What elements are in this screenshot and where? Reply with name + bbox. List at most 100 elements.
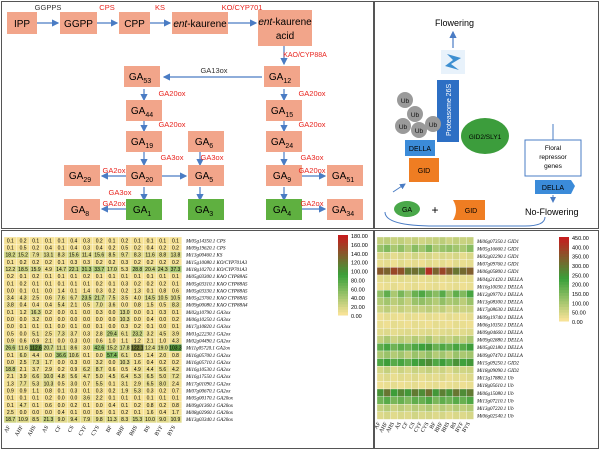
cell-r13-c0	[376, 335, 385, 344]
cell-r11-c12	[459, 320, 467, 329]
cell-r15-c3	[397, 350, 405, 359]
cell-r8-c7	[425, 297, 433, 306]
cell-value-r19-c5: 5.6	[70, 374, 77, 380]
cell-r3-c9	[438, 259, 447, 268]
legend-swatch-0	[338, 235, 348, 239]
cell-r16-c9	[438, 358, 447, 367]
cell-value-r9-c2: 0.4	[32, 303, 39, 309]
cell-r15-c12	[459, 350, 467, 359]
cell-value-r4-c9: 5.3	[121, 267, 128, 273]
cell-value-r5-c8: 0.1	[108, 274, 115, 280]
cell-r15-c11	[452, 350, 460, 359]
cell-value-r9-c1: 0.4	[20, 303, 27, 309]
cell-r7-c10	[445, 290, 454, 298]
cell-value-r8-c13: 10.5	[171, 296, 181, 302]
cell-value-r1-c7: 0.4	[96, 246, 103, 252]
cell-value-r25-c8: 11.3	[107, 417, 117, 423]
cell-r20-c10	[445, 388, 454, 397]
pathway-diagram: IPP GGPP CPP ent-kaurene ent-kaurene aci…	[7, 3, 363, 220]
cell-r7-c3	[397, 290, 405, 298]
cell-r13-c6	[418, 335, 426, 344]
cell-r16-c1	[383, 358, 391, 367]
cell-value-r1-c12: 0.2	[159, 246, 166, 252]
node-ga-24: GA24	[266, 131, 302, 152]
row-label-1: Mi09g19620.1 CPS	[185, 247, 226, 252]
cell-value-r11-c9: 10.3	[120, 317, 130, 323]
node-ga-29: GA29	[64, 165, 100, 186]
col-label-BHS: BHS	[129, 425, 140, 437]
legend-swatch-16	[338, 277, 348, 281]
cell-value-r24-c7: 0.5	[96, 410, 103, 416]
cell-r22-c2	[390, 404, 398, 412]
cell-value-r23-c7: 0.0	[96, 403, 103, 409]
col-label-CYS: CYS	[420, 421, 431, 433]
cell-r9-c1	[383, 305, 391, 314]
cell-r4-c0	[376, 267, 385, 276]
cell-value-r12-c13: 0.1	[172, 324, 179, 330]
row-label-3: Mi15g10080.1 KO/CYP701A3	[185, 261, 248, 266]
cell-value-r19-c7: 5.0	[96, 374, 103, 380]
cell-value-r19-c4: 4.8	[58, 374, 65, 380]
legend-label-1: 400.00	[572, 245, 589, 251]
row-label-20: Mi17g01090.1 GA2ox	[185, 382, 231, 387]
cell-r22-c5	[411, 404, 419, 412]
cell-r19-c2	[390, 381, 398, 390]
cell-value-r19-c10: 5.3	[134, 374, 141, 380]
cell-value-r18-c1: 2.1	[20, 367, 27, 373]
cell-value-r11-c5: 0.0	[70, 317, 77, 323]
cell-value-r21-c10: 5.3	[134, 389, 141, 395]
ub-circle-2	[395, 118, 411, 134]
enzyme-ga2ox-4: GA2ox	[103, 199, 126, 208]
cell-value-r5-c7: 0.1	[96, 274, 103, 280]
cell-r17-c0	[376, 366, 385, 374]
cell-value-r7-c3: 0.0	[45, 288, 52, 294]
legend-swatch-15	[338, 275, 348, 279]
cell-r20-c2	[390, 388, 398, 397]
gid2-label: GID2/SLY1	[469, 134, 502, 141]
cell-r8-c13	[466, 297, 474, 306]
col-label-BF: BF	[429, 421, 438, 430]
cell-r17-c8	[432, 366, 440, 374]
cell-value-r1-c10: 0.2	[134, 246, 141, 252]
cell-r14-c1	[383, 343, 391, 352]
cell-value-r16-c4: 36.6	[56, 353, 66, 359]
cell-value-r13-c13: 3.9	[172, 331, 179, 337]
cell-value-r21-c8: 0.2	[108, 389, 115, 395]
cell-r17-c11	[452, 366, 460, 374]
cell-value-r13-c9: 6.1	[121, 331, 128, 337]
cell-value-r11-c3: 0.0	[45, 317, 52, 323]
cell-value-r0-c10: 0.1	[134, 238, 141, 244]
row-label-18: Mi13g17880.1 Ub	[476, 377, 514, 382]
cell-value-r9-c13: 8.3	[172, 303, 179, 309]
cell-r11-c6	[418, 320, 426, 329]
cell-r13-c1	[383, 335, 391, 344]
cell-r11-c3	[397, 320, 405, 329]
legend-swatch-10	[338, 261, 348, 265]
cell-value-r6-c3: 0.1	[45, 281, 52, 287]
cell-value-r11-c11: 0.4	[147, 317, 154, 323]
cell-r20-c9	[438, 388, 447, 397]
row-label-23: Mi06g02540.1 Ub	[476, 415, 514, 420]
cell-r4-c5	[411, 267, 419, 276]
cell-value-r1-c3: 0.4	[45, 246, 52, 252]
row-label-13: Mi01g22230.1 GA2ox	[185, 332, 231, 337]
cell-r4-c3	[397, 267, 405, 276]
cell-value-r3-c4: 0.1	[58, 260, 65, 266]
cell-r5-c6	[418, 274, 426, 283]
cell-value-r3-c0: 0.1	[7, 260, 14, 266]
degradation-icon	[441, 50, 465, 74]
cell-value-r4-c0: 12.2	[5, 267, 15, 273]
cell-value-r5-c12: 0.1	[159, 274, 166, 280]
legend-label-7: 40.00	[351, 296, 365, 302]
cell-r18-c9	[438, 373, 447, 382]
legend-swatch-2	[338, 240, 348, 244]
cell-r2-c9	[438, 252, 447, 260]
cell-value-r4-c11: 20.4	[145, 267, 155, 273]
cell-r20-c7	[425, 388, 433, 397]
node-ggpp-label: GGPP	[64, 19, 93, 30]
cell-r23-c11	[452, 411, 460, 420]
cell-value-r10-c6: 0.0	[83, 310, 90, 316]
cell-value-r16-c5: 10.6	[69, 353, 79, 359]
node-ga-15: GA15	[266, 100, 302, 121]
cell-value-r23-c10: 0.2	[134, 403, 141, 409]
